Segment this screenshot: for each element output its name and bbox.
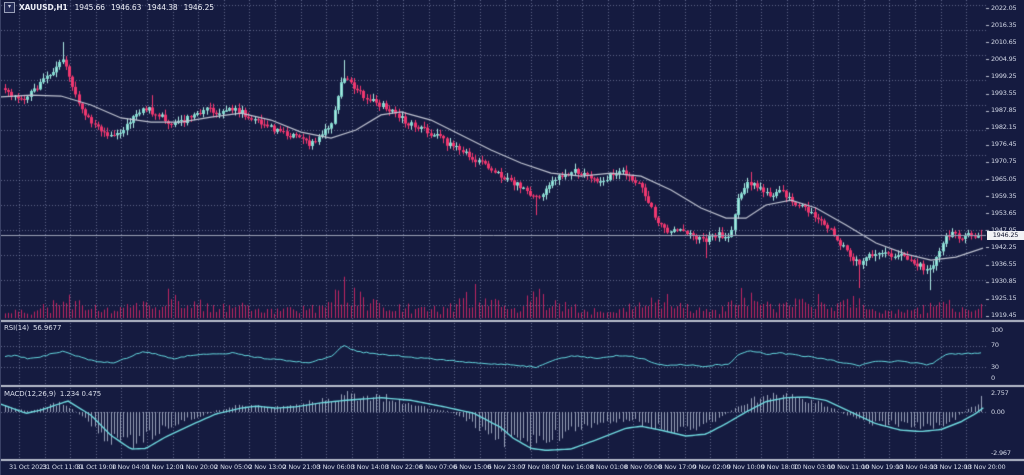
rsi-axis-label: 30 bbox=[991, 362, 999, 371]
price-axis-label: 1919.45 bbox=[991, 311, 1017, 320]
price-axis-label: 2004.95 bbox=[991, 54, 1017, 63]
price-axis-label: 1982.15 bbox=[991, 123, 1017, 132]
rsi-axis-label: 0 bbox=[991, 373, 995, 382]
time-axis-label: 3 Nov 06:00 bbox=[316, 463, 355, 471]
time-axis-label: 7 Nov 16:00 bbox=[555, 463, 594, 471]
time-axis-label: 3 Nov 22:00 bbox=[385, 463, 423, 471]
price-axis-label: 1976.45 bbox=[991, 140, 1017, 149]
time-axis-label: 31 Oct 19:00 bbox=[76, 463, 117, 471]
time-axis-label: 7 Nov 08:00 bbox=[521, 463, 560, 471]
time-axis-label: 9 Nov 10:00 bbox=[726, 463, 765, 471]
price-axis-label: 1987.85 bbox=[991, 106, 1017, 115]
rsi-axis-label: 100 bbox=[991, 325, 1003, 334]
time-axis-label: 6 Nov 15:00 bbox=[453, 463, 491, 471]
macd-axis-label: 2.757 bbox=[991, 388, 1009, 397]
price-axis-label: 1930.85 bbox=[991, 277, 1017, 286]
price-axis-label: 2016.35 bbox=[991, 20, 1017, 29]
time-axis-label: 13 Nov 20:00 bbox=[964, 463, 1006, 471]
macd-indicator-label: MACD(12,26,9) 1.234 0.475 bbox=[4, 390, 102, 398]
time-axis-label: 8 Nov 01:00 bbox=[590, 463, 628, 471]
time-axis-label: 1 Nov 12:00 bbox=[145, 463, 184, 471]
time-axis-label: 31 Oct 2023 bbox=[9, 463, 47, 471]
time-axis-label: 3 Nov 14:00 bbox=[350, 463, 389, 471]
time-axis-label: 9 Nov 02:00 bbox=[692, 463, 731, 471]
time-axis-label: 6 Nov 07:00 bbox=[419, 463, 457, 471]
chart-menu-icon[interactable]: ▾ bbox=[4, 2, 15, 13]
chart-title-bar: ▾ XAUUSD,H1 1945.66 1946.63 1944.38 1946… bbox=[4, 2, 216, 13]
price-axis-label: 1947.95 bbox=[991, 225, 1017, 234]
time-axis-label: 8 Nov 17:00 bbox=[658, 463, 696, 471]
time-axis-label: 9 Nov 18:00 bbox=[760, 463, 799, 471]
time-axis-label: 10 Nov 11:00 bbox=[827, 463, 869, 471]
ohlc-close: 1946.25 bbox=[183, 3, 214, 12]
price-axis-label: 1953.65 bbox=[991, 208, 1017, 217]
rsi-value: 56.9677 bbox=[33, 324, 62, 332]
macd-values: 1.234 0.475 bbox=[59, 390, 102, 398]
rsi-axis-label: 70 bbox=[991, 341, 999, 350]
time-axis-label: 6 Nov 23:00 bbox=[487, 463, 526, 471]
rsi-indicator-label: RSI(14) 56.9677 bbox=[4, 324, 62, 332]
time-axis-label: 31 Oct 11:00 bbox=[42, 463, 83, 471]
macd-axis-label: 0.00 bbox=[991, 407, 1005, 416]
time-axis-label: 2 Nov 13:00 bbox=[248, 463, 286, 471]
time-axis-label: 2 Nov 21:00 bbox=[282, 463, 321, 471]
price-axis-label: 1942.25 bbox=[991, 242, 1017, 251]
price-axis-label: 2022.05 bbox=[991, 3, 1017, 12]
time-axis-label: 2 Nov 05:00 bbox=[214, 463, 252, 471]
current-price-tag: 1946.25 bbox=[987, 231, 1024, 240]
time-axis-label: 10 Nov 19:00 bbox=[861, 463, 904, 471]
price-axis-label: 1959.35 bbox=[991, 191, 1017, 200]
macd-axis-label: -2.967 bbox=[991, 448, 1011, 457]
price-axis-label: 1936.55 bbox=[991, 260, 1017, 268]
ohlc-open: 1945.66 bbox=[74, 3, 105, 12]
time-axis-label: 13 Nov 12:00 bbox=[929, 463, 972, 471]
ohlc-low: 1944.38 bbox=[147, 3, 178, 12]
time-axis-label: 1 Nov 04:00 bbox=[111, 463, 150, 471]
price-axis-label: 1993.55 bbox=[991, 89, 1017, 97]
symbol-label: XAUUSD,H1 bbox=[19, 3, 68, 12]
price-axis-label: 1999.25 bbox=[991, 71, 1017, 80]
price-axis-label: 1925.15 bbox=[991, 294, 1017, 303]
price-axis-label: 2010.65 bbox=[991, 37, 1017, 46]
time-axis-label: 13 Nov 04:00 bbox=[895, 463, 938, 471]
price-axis-label: 1970.75 bbox=[991, 157, 1017, 166]
ohlc-high: 1946.63 bbox=[110, 3, 142, 12]
time-axis-label: 10 Nov 03:00 bbox=[793, 463, 835, 471]
time-axis-label: 8 Nov 09:00 bbox=[624, 463, 662, 471]
price-axis-label: 1965.05 bbox=[991, 174, 1017, 183]
time-axis-label: 1 Nov 20:00 bbox=[180, 463, 218, 471]
